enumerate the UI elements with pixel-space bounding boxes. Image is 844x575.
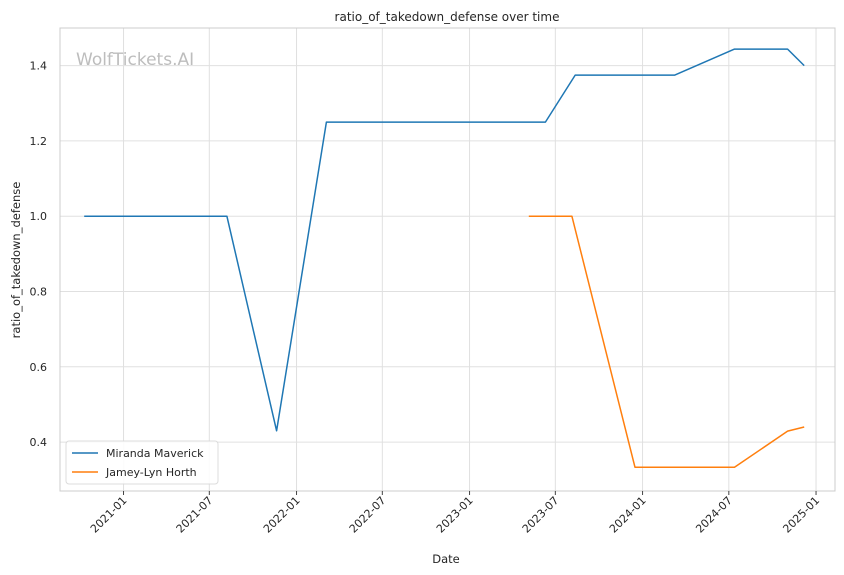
x-tick-label: 2023-01	[434, 494, 476, 536]
legend-label-jamey-lyn-horth: Jamey-Lyn Horth	[105, 466, 197, 479]
watermark: WolfTickets.AI	[76, 50, 194, 70]
y-tick-label: 1.0	[30, 210, 48, 223]
y-tick-label: 0.4	[30, 436, 48, 449]
x-tick-label: 2024-01	[607, 494, 649, 536]
plot-background	[60, 28, 835, 491]
x-tick-label: 2022-01	[261, 494, 303, 536]
legend-box	[65, 440, 219, 485]
plot-frame	[59, 27, 836, 492]
y-axis-label: ratio_of_takedown_defense	[9, 182, 23, 339]
x-tick-label: 2022-07	[347, 494, 389, 536]
y-axis-ticks: 0.4 0.6 0.8 1.0 1.2 1.4	[30, 60, 48, 449]
x-tick-label: 2023-07	[520, 494, 562, 536]
series-line-jamey-lyn-horth	[528, 215, 805, 469]
legend: Miranda Maverick Jamey-Lyn Horth	[65, 440, 219, 485]
x-tick-label: 2024-07	[693, 494, 735, 536]
chart-title: ratio_of_takedown_defense over time	[335, 10, 560, 24]
y-tick-label: 1.2	[30, 135, 48, 148]
legend-label-miranda-maverick: Miranda Maverick	[106, 447, 204, 460]
y-tick-label: 0.8	[30, 285, 48, 298]
y-tick-label: 1.4	[30, 60, 48, 73]
series-line-miranda-maverick	[84, 48, 805, 432]
series-layer	[84, 48, 805, 469]
x-tick-label: 2025-01	[780, 494, 822, 536]
y-tick-label: 0.6	[30, 361, 48, 374]
x-axis-label: Date	[432, 552, 460, 566]
x-axis-ticks: 2021-01 2021-07 2022-01 2022-07 2023-01 2023-…	[88, 491, 822, 536]
x-tick-label: 2021-01	[88, 494, 130, 536]
x-tick-label: 2021-07	[174, 494, 216, 536]
